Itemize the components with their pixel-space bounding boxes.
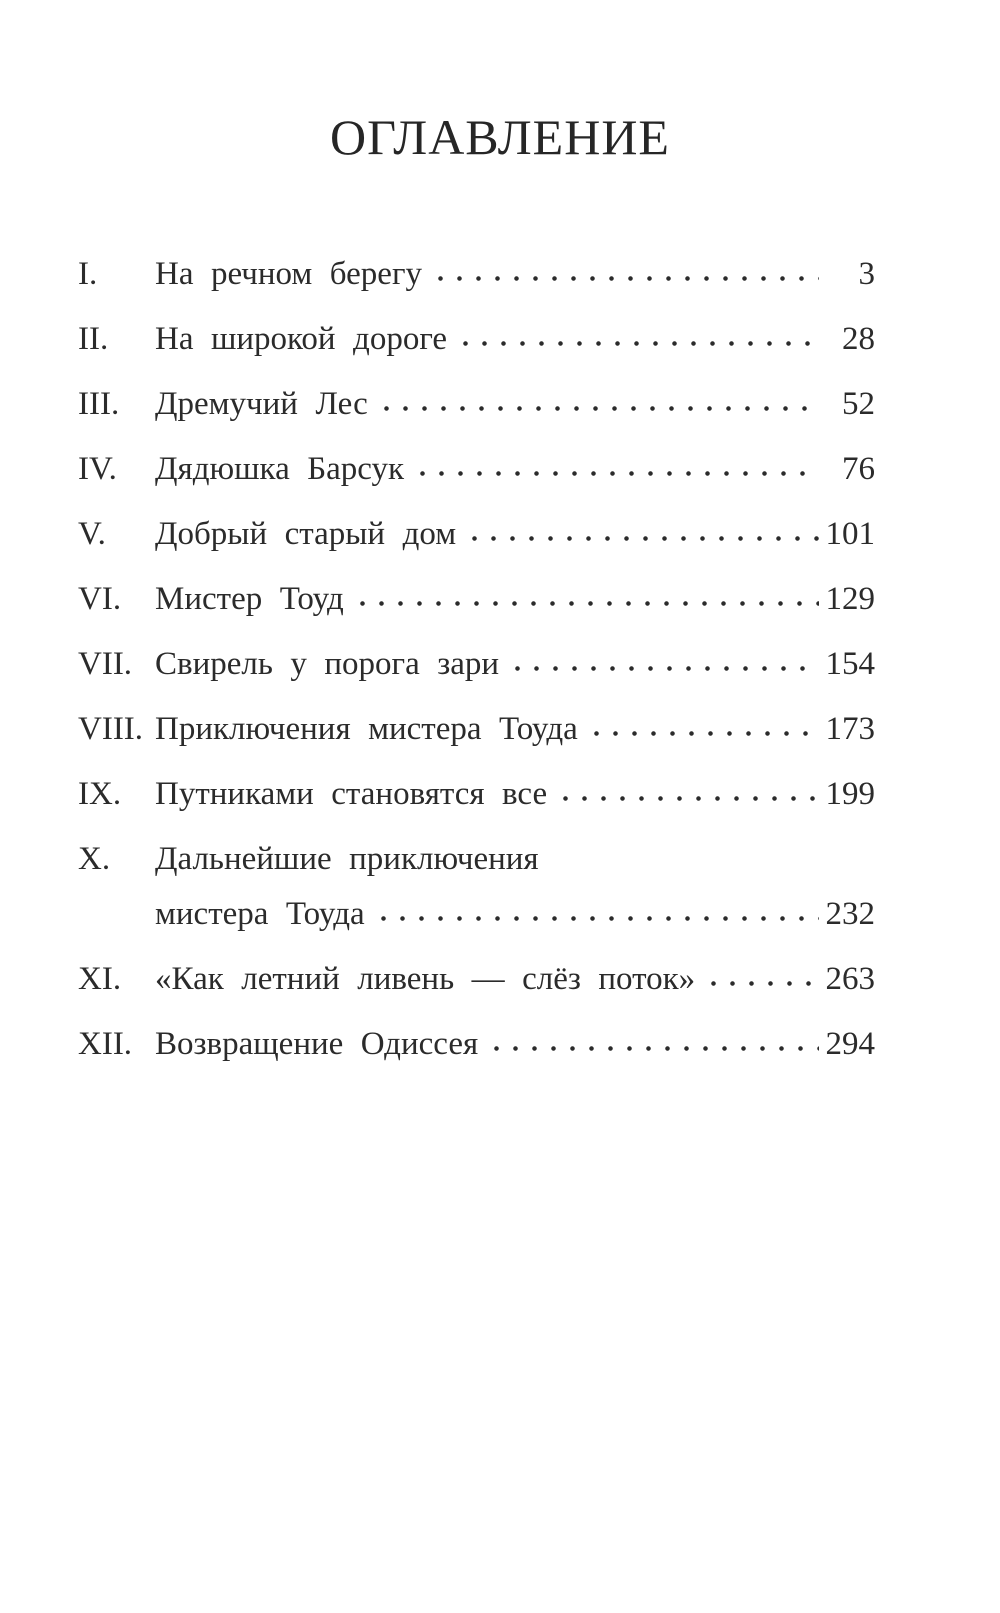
- dot-leader: [700, 963, 819, 996]
- entry-body: На широкой дороге 28: [155, 323, 875, 356]
- entry-body: Путниками становятся все 199: [155, 778, 875, 811]
- chapter-title: На речном берегу: [155, 256, 422, 292]
- page-number: 294: [825, 1026, 876, 1062]
- chapter-numeral: VIII.: [78, 711, 144, 747]
- toc-entry: III. Дремучий Лес 52: [78, 388, 875, 421]
- entry-line: Дальнейшие приключения: [155, 843, 875, 876]
- entry-line: Дремучий Лес 52: [155, 388, 875, 421]
- chapter-numeral: VI.: [78, 581, 122, 617]
- entry-line: На широкой дороге 28: [155, 323, 875, 356]
- dot-leader: [504, 648, 819, 681]
- page-number: 232: [825, 896, 876, 932]
- chapter-title: Приключения мистера Тоуда: [155, 711, 578, 747]
- toc-entry: X. Дальнейшие приключения мистера Тоуда …: [78, 843, 875, 931]
- chapter-numeral: II.: [78, 321, 109, 357]
- chapter-title: Свирель у порога зари: [155, 646, 500, 682]
- entry-line: Мистер Тоуд 129: [155, 583, 875, 616]
- dot-leader: [461, 518, 819, 551]
- toc-entry: V. Добрый старый дом 101: [78, 518, 875, 551]
- dot-leader: [552, 778, 819, 811]
- page-number: 129: [825, 581, 876, 617]
- page-number: 154: [825, 646, 876, 682]
- chapter-numeral: V.: [78, 516, 106, 552]
- entry-line: Свирель у порога зари 154: [155, 648, 875, 681]
- chapter-title: Возвращение Одиссея: [155, 1026, 479, 1062]
- dot-leader: [348, 583, 819, 616]
- page-number: 52: [842, 386, 875, 422]
- entry-line: Дядюшка Барсук 76: [155, 453, 875, 486]
- chapter-title: «Как летний ливень — слёз поток»: [155, 961, 696, 997]
- chapter-numeral: IX.: [78, 776, 122, 812]
- entry-line: Добрый старый дом 101: [155, 518, 875, 551]
- entry-body: На речном берегу 3: [155, 258, 875, 291]
- toc-entry: I. На речном берегу 3: [78, 258, 875, 291]
- entry-line: На речном берегу 3: [155, 258, 875, 291]
- dot-leader: [372, 388, 819, 421]
- entry-body: Добрый старый дом 101: [155, 518, 875, 551]
- page-number: 101: [825, 516, 876, 552]
- toc-entry: VIII. Приключения мистера Тоуда 173: [78, 713, 875, 746]
- entry-body: Дремучий Лес 52: [155, 388, 875, 421]
- entry-line: «Как летний ливень — слёз поток» 263: [155, 963, 875, 996]
- dot-leader: [582, 713, 819, 746]
- chapter-title: Дальнейшие приключения: [155, 841, 539, 877]
- dot-leader: [369, 898, 819, 931]
- toc-list: I. На речном берегу 3 II. На широкой дор…: [78, 258, 875, 1061]
- page-title: ОГЛАВЛЕНИЕ: [330, 109, 670, 165]
- page-number: 173: [825, 711, 876, 747]
- chapter-numeral: XII.: [78, 1026, 133, 1062]
- entry-body: Мистер Тоуд 129: [155, 583, 875, 616]
- entry-body: Дальнейшие приключения мистера Тоуда 232: [155, 843, 875, 931]
- dot-leader: [409, 453, 819, 486]
- chapter-title: Дремучий Лес: [155, 386, 368, 422]
- chapter-title: Путниками становятся все: [155, 776, 548, 812]
- page-number: 28: [842, 321, 875, 357]
- entry-line: Приключения мистера Тоуда 173: [155, 713, 875, 746]
- chapter-numeral: IV.: [78, 451, 117, 487]
- entry-line: Возвращение Одиссея 294: [155, 1028, 875, 1061]
- toc-entry: IV. Дядюшка Барсук 76: [78, 453, 875, 486]
- entry-line: Путниками становятся все 199: [155, 778, 875, 811]
- page-number: 263: [825, 961, 876, 997]
- toc-entry: XII. Возвращение Одиссея 294: [78, 1028, 875, 1061]
- chapter-title-wrap: мистера Тоуда: [155, 896, 365, 932]
- chapter-numeral: VII.: [78, 646, 133, 682]
- entry-body: Дядюшка Барсук 76: [155, 453, 875, 486]
- toc-entry: VI. Мистер Тоуд 129: [78, 583, 875, 616]
- chapter-numeral: X.: [78, 841, 111, 877]
- page-number: 199: [825, 776, 876, 812]
- chapter-title: Дядюшка Барсук: [155, 451, 405, 487]
- entry-line: мистера Тоуда 232: [155, 898, 875, 931]
- entry-body: Свирель у порога зари 154: [155, 648, 875, 681]
- toc-entry: IX. Путниками становятся все 199: [78, 778, 875, 811]
- entry-body: Возвращение Одиссея 294: [155, 1028, 875, 1061]
- toc-entry: VII. Свирель у порога зари 154: [78, 648, 875, 681]
- toc-entry: II. На широкой дороге 28: [78, 323, 875, 356]
- dot-leader: [483, 1028, 819, 1061]
- page-number: 3: [858, 256, 876, 292]
- dot-leader: [452, 323, 819, 356]
- chapter-numeral: III.: [78, 386, 120, 422]
- entry-body: Приключения мистера Тоуда 173: [155, 713, 875, 746]
- toc-entry: XI. «Как летний ливень — слёз поток» 263: [78, 963, 875, 996]
- chapter-numeral: XI.: [78, 961, 122, 997]
- chapter-numeral: I.: [78, 256, 98, 292]
- chapter-title: На широкой дороге: [155, 321, 448, 357]
- chapter-title: Мистер Тоуд: [155, 581, 344, 617]
- page-number: 76: [842, 451, 875, 487]
- chapter-title: Добрый старый дом: [155, 516, 457, 552]
- dot-leader: [426, 258, 819, 291]
- entry-body: «Как летний ливень — слёз поток» 263: [155, 963, 875, 996]
